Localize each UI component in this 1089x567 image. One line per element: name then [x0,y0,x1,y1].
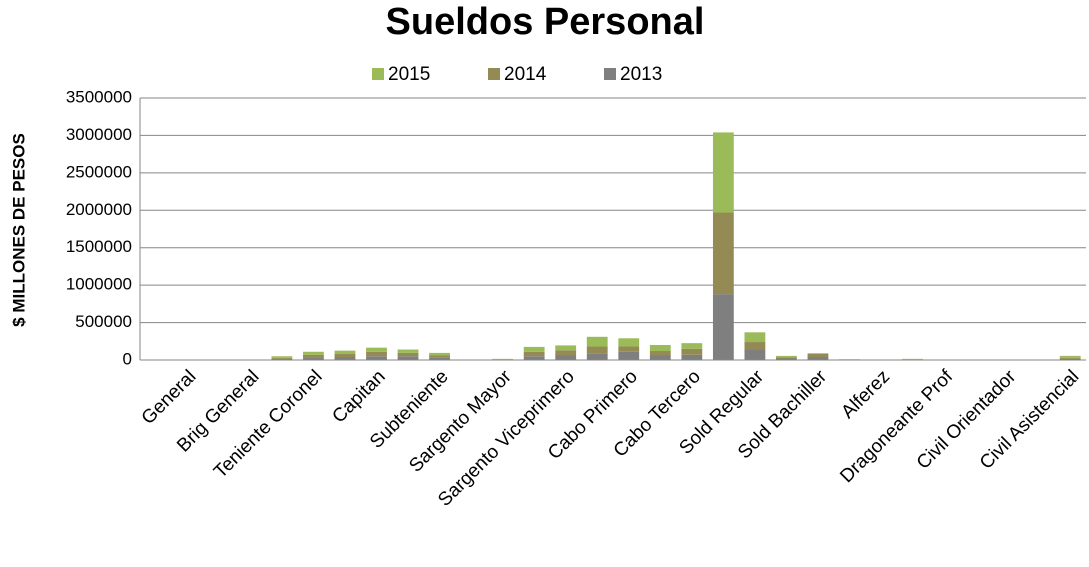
bar-segment [366,352,387,356]
bar-segment [808,354,829,357]
x-tick-label: General [138,366,201,429]
legend-label: 2014 [504,64,547,85]
bar-segment [681,349,702,355]
bar-segment [524,352,545,356]
bar-segment [429,356,450,358]
chart-title: Sueldos Personal [386,1,705,43]
bar-segment [618,347,639,352]
bar-segment [744,350,765,360]
y-tick-label: 3000000 [66,125,132,144]
bar-segment [555,345,576,350]
bar-segment [587,337,608,347]
legend-swatch [488,68,500,80]
bar-segment [618,338,639,346]
bar-segment [524,356,545,360]
bar-segment [271,356,292,357]
bar-segment [398,356,419,360]
legend-label: 2015 [388,64,430,85]
bar-segment [429,353,450,356]
y-tick-label: 1000000 [66,275,132,294]
bar-segment [713,213,734,295]
bar-segment [398,353,419,356]
bar-segment [587,347,608,354]
y-tick-label: 0 [123,349,132,368]
bar-segment [713,132,734,212]
bar-segment [1060,356,1081,358]
bar-segment [776,357,797,358]
bar-segment [555,356,576,360]
bar-segment [366,348,387,352]
bar-segment [650,351,671,355]
bar-segment [271,358,292,359]
bar-segment [681,343,702,349]
bar-segment [618,352,639,360]
x-tick-label: Teniente Coronel [210,366,326,482]
bar-segment [650,345,671,351]
bar-segment [744,342,765,349]
legend-swatch [372,68,384,80]
x-tick-label: Capitan [328,366,389,427]
x-tick-label: Alferez [837,366,894,423]
bar-segment [366,356,387,360]
bar-segment [650,356,671,360]
y-tick-label: 2500000 [66,162,132,181]
bar-segment [303,355,324,358]
y-tick-label: 1500000 [66,237,132,256]
bar-segment [335,351,356,354]
bar-segment [587,353,608,360]
bar-segment [398,350,419,353]
bar-segment [713,294,734,360]
bar-segment [335,354,356,357]
bar-segment [681,355,702,360]
legend-swatch [604,68,616,80]
bar-segment [524,347,545,352]
bar-segment [776,356,797,357]
y-tick-label: 2000000 [66,200,132,219]
legend-label: 2013 [620,64,662,85]
y-tick-label: 500000 [75,312,132,331]
y-axis-label: $ MILLONES DE PESOS [9,133,28,327]
bar-segment [1060,358,1081,359]
bar-segment [303,352,324,355]
bar-segment [555,350,576,355]
y-tick-label: 3500000 [66,87,132,106]
x-tick-label: Dragoneante Prof [836,366,957,487]
bar-segment [744,332,765,342]
